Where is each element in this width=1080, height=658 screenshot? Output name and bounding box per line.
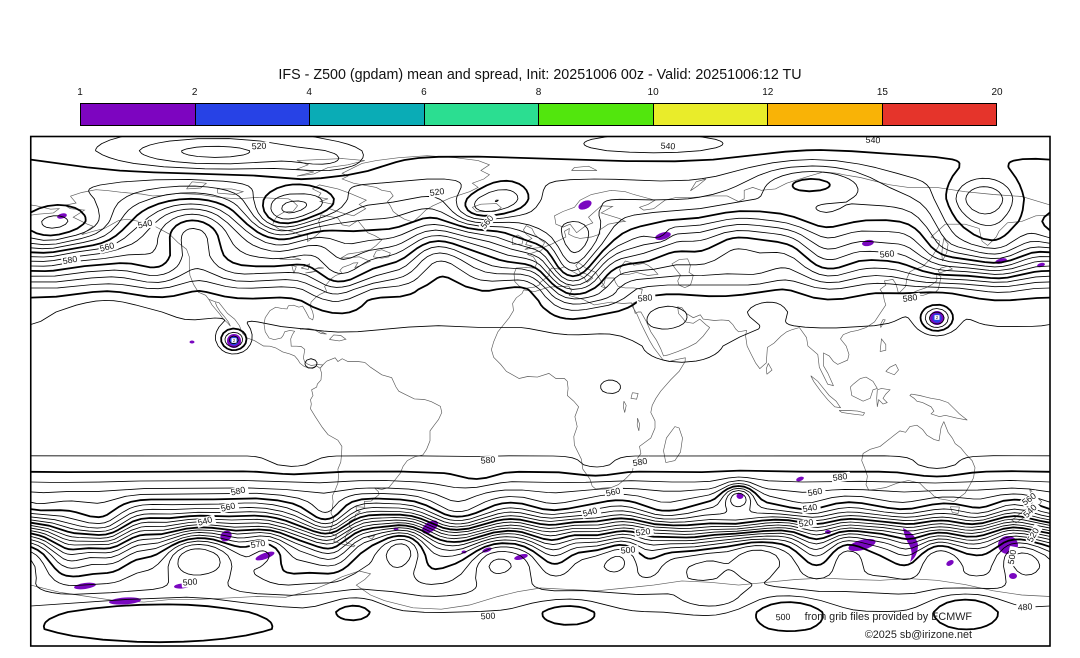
svg-text:580: 580	[637, 292, 653, 303]
svg-text:500: 500	[775, 612, 790, 623]
svg-text:540: 540	[197, 514, 214, 527]
svg-text:560: 560	[879, 248, 895, 259]
svg-text:560: 560	[220, 500, 237, 513]
svg-text:560: 560	[99, 240, 116, 253]
svg-text:520: 520	[251, 141, 266, 152]
svg-text:580: 580	[230, 485, 247, 498]
svg-text:540: 540	[137, 218, 154, 231]
svg-text:2: 2	[936, 315, 939, 320]
svg-text:580: 580	[62, 254, 78, 266]
svg-text:500: 500	[480, 611, 495, 622]
svg-text:2: 2	[233, 338, 236, 343]
svg-text:500: 500	[182, 576, 198, 587]
svg-text:480: 480	[1017, 601, 1033, 612]
svg-text:560: 560	[807, 486, 823, 498]
svg-text:570: 570	[250, 538, 266, 550]
svg-text:520: 520	[635, 526, 651, 538]
svg-text:580: 580	[902, 292, 918, 304]
svg-text:580: 580	[480, 454, 496, 465]
svg-text:560: 560	[605, 486, 622, 499]
svg-text:540: 540	[582, 505, 599, 518]
svg-text:580: 580	[632, 456, 648, 468]
svg-text:540: 540	[660, 141, 675, 152]
svg-text:500: 500	[1006, 549, 1018, 565]
svg-text:540: 540	[865, 135, 880, 146]
svg-text:540: 540	[802, 502, 818, 514]
svg-text:580: 580	[832, 471, 848, 483]
svg-text:520: 520	[429, 186, 445, 198]
svg-text:520: 520	[798, 517, 814, 529]
svg-text:500: 500	[620, 544, 636, 555]
